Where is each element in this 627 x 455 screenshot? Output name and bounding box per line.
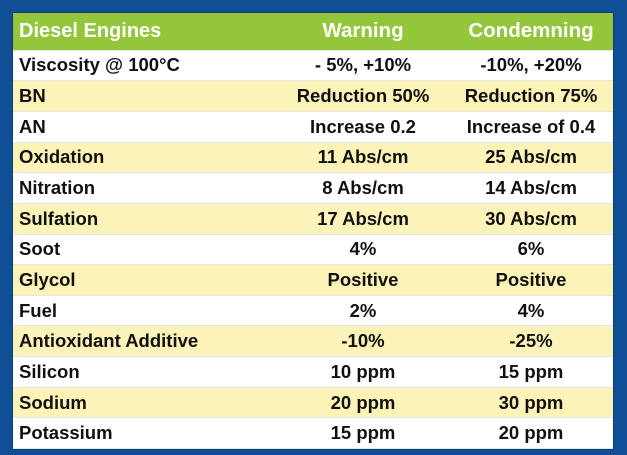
warning-value: 8 Abs/cm	[277, 172, 449, 204]
warning-value: 2%	[277, 295, 449, 327]
warning-value: 4%	[277, 234, 449, 266]
row-label: Glycol	[13, 264, 277, 296]
warning-value: -10%	[277, 325, 449, 358]
row-label: Sodium	[13, 387, 277, 419]
table-row: BN Reduction 50% Reduction 75%	[13, 80, 613, 112]
row-label: Fuel	[13, 295, 277, 327]
condemning-value: Positive	[449, 264, 613, 296]
warning-value: Positive	[277, 264, 449, 296]
row-label: Soot	[13, 234, 277, 266]
table-row: Potassium 15 ppm 20 ppm	[13, 417, 613, 449]
table-row: Sodium 20 ppm 30 ppm	[13, 387, 613, 419]
header-diesel-engines: Diesel Engines	[13, 13, 277, 51]
warning-value: 15 ppm	[277, 417, 449, 449]
warning-value: 17 Abs/cm	[277, 203, 449, 235]
condemning-value: 15 ppm	[449, 356, 613, 388]
warning-value: 11 Abs/cm	[277, 142, 449, 174]
row-label: Silicon	[13, 356, 277, 388]
diesel-engine-limits-table: Diesel Engines Warning Condemning Viscos…	[13, 13, 613, 449]
table-row: AN Increase 0.2 Increase of 0.4	[13, 111, 613, 143]
table-row: Silicon 10 ppm 15 ppm	[13, 356, 613, 388]
condemning-value: -10%, +20%	[449, 50, 613, 82]
condemning-value: Reduction 75%	[449, 80, 613, 112]
row-label: Potassium	[13, 417, 277, 449]
row-label: Viscosity @ 100°C	[13, 50, 277, 82]
header-warning: Warning	[277, 13, 449, 51]
row-label: AN	[13, 111, 277, 143]
warning-value: - 5%, +10%	[277, 50, 449, 82]
row-label: Nitration	[13, 172, 277, 204]
table-row: Viscosity @ 100°C - 5%, +10% -10%, +20%	[13, 50, 613, 82]
header-condemning: Condemning	[449, 13, 613, 51]
table-row: Soot 4% 6%	[13, 234, 613, 266]
table-row: Sulfation 17 Abs/cm 30 Abs/cm	[13, 203, 613, 235]
limits-table-frame: Diesel Engines Warning Condemning Viscos…	[12, 12, 614, 450]
condemning-value: -25%	[449, 325, 613, 358]
condemning-value: 14 Abs/cm	[449, 172, 613, 204]
row-label: Oxidation	[13, 142, 277, 174]
condemning-value: 30 Abs/cm	[449, 203, 613, 235]
warning-value: 20 ppm	[277, 387, 449, 419]
table-row: Fuel 2% 4%	[13, 295, 613, 327]
table-row: Nitration 8 Abs/cm 14 Abs/cm	[13, 172, 613, 204]
condemning-value: Increase of 0.4	[449, 111, 613, 143]
warning-value: Increase 0.2	[277, 111, 449, 143]
table-row: Antioxidant Additive -10% -25%	[13, 325, 613, 358]
warning-value: 10 ppm	[277, 356, 449, 388]
table-row: Oxidation 11 Abs/cm 25 Abs/cm	[13, 142, 613, 174]
condemning-value: 4%	[449, 295, 613, 327]
row-label: Antioxidant Additive	[13, 325, 277, 358]
table-header-row: Diesel Engines Warning Condemning	[13, 13, 613, 51]
warning-value: Reduction 50%	[277, 80, 449, 112]
condemning-value: 25 Abs/cm	[449, 142, 613, 174]
condemning-value: 30 ppm	[449, 387, 613, 419]
row-label: BN	[13, 80, 277, 112]
table-row: Glycol Positive Positive	[13, 264, 613, 296]
row-label: Sulfation	[13, 203, 277, 235]
condemning-value: 6%	[449, 234, 613, 266]
condemning-value: 20 ppm	[449, 417, 613, 449]
